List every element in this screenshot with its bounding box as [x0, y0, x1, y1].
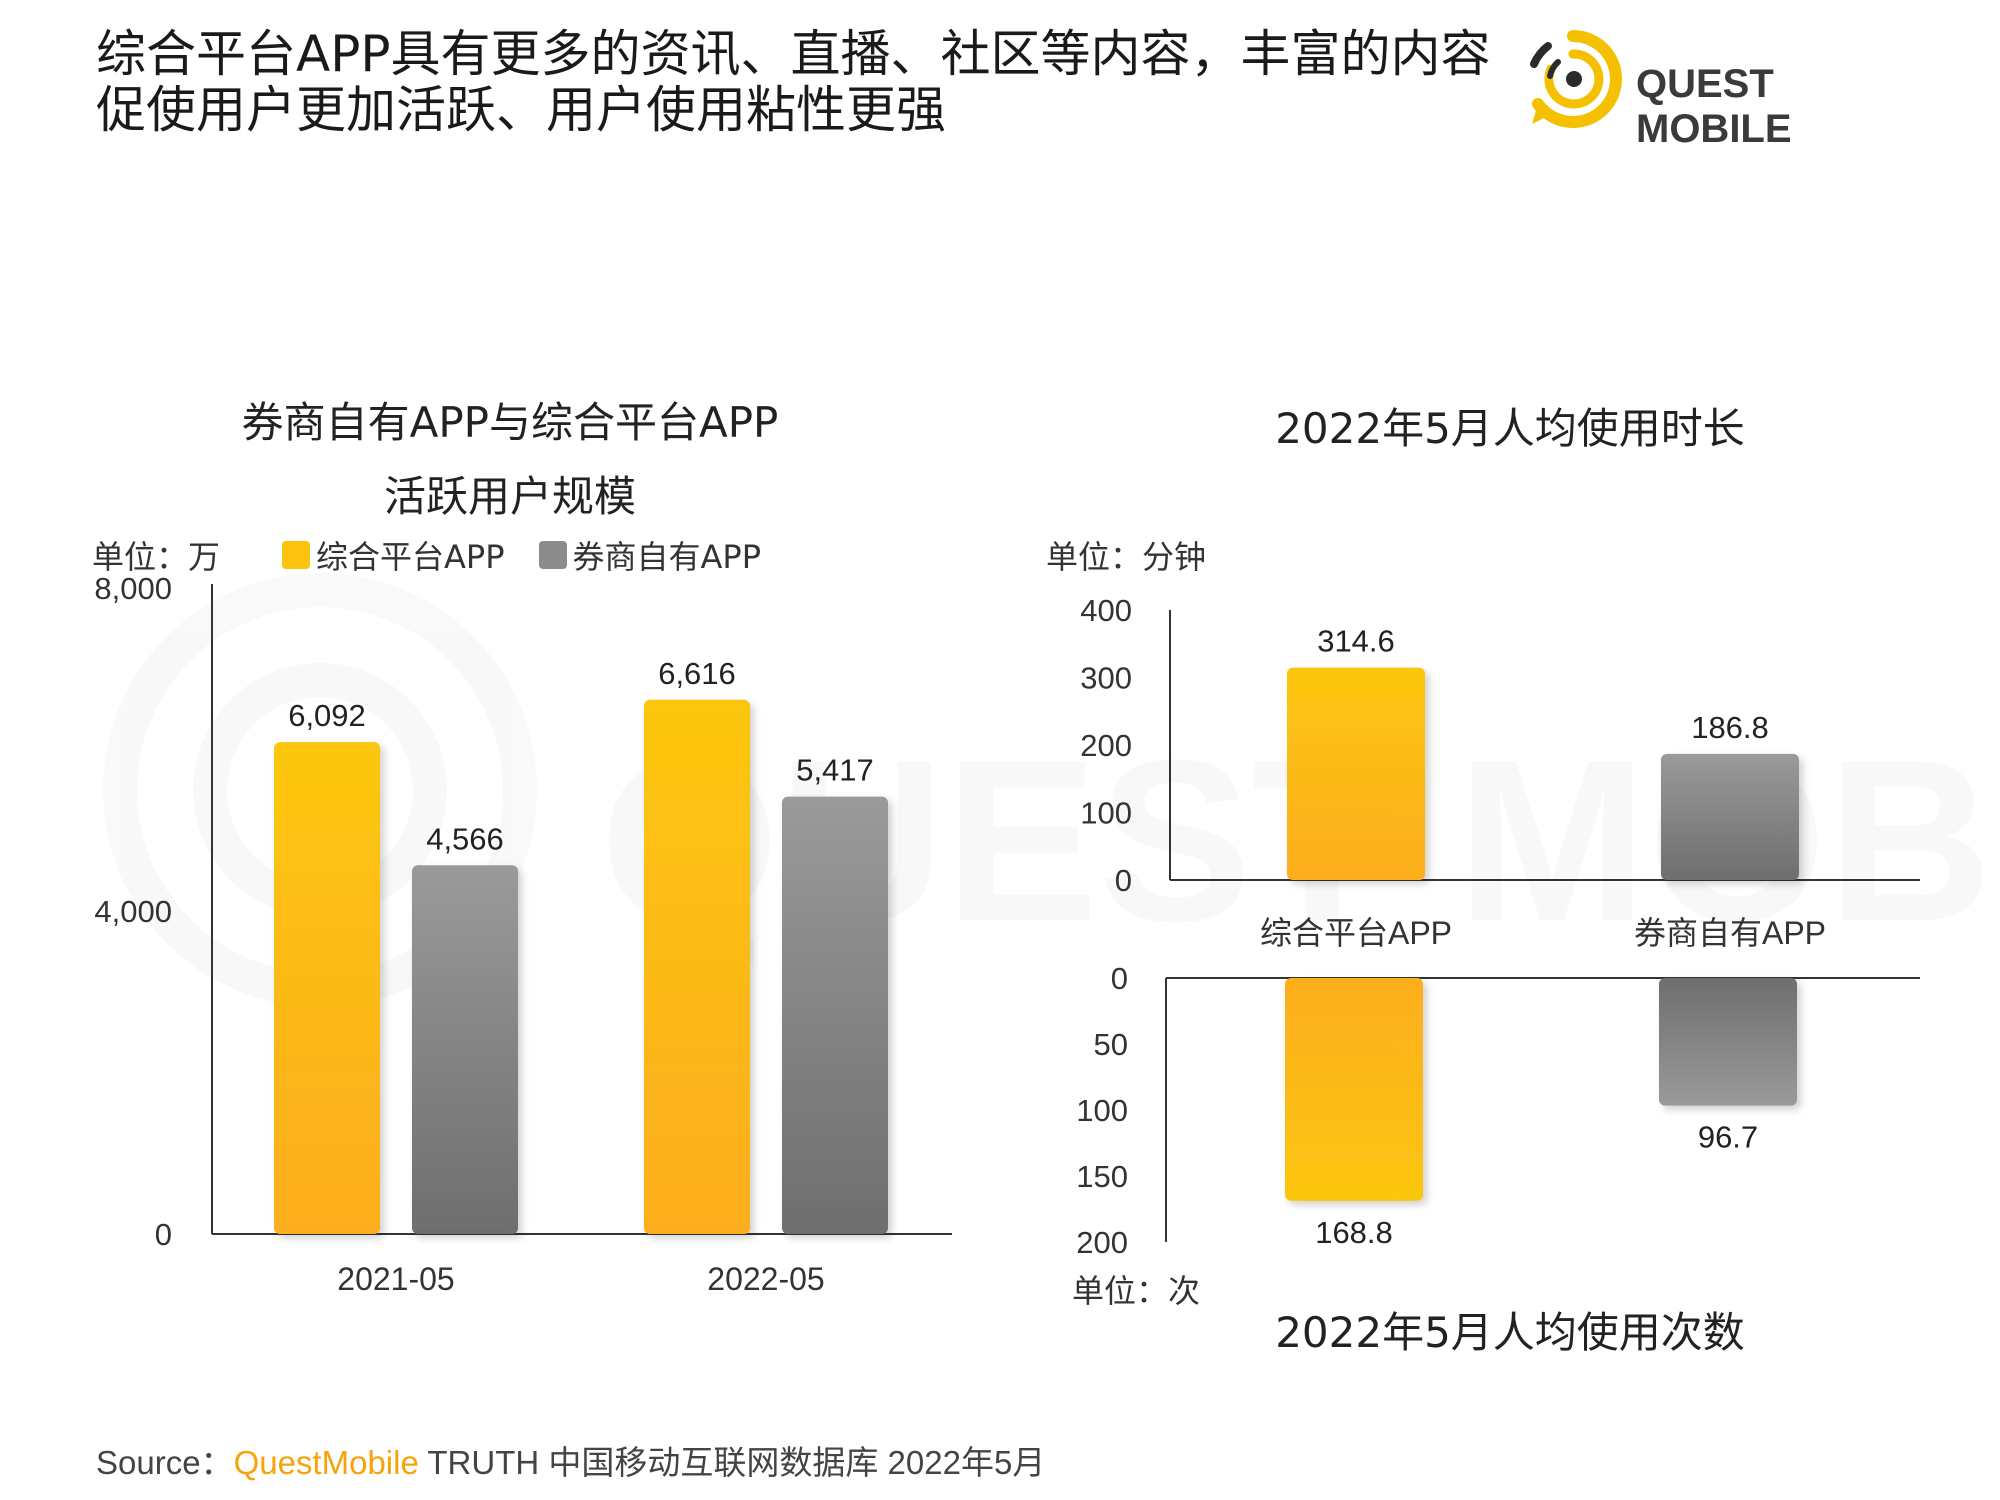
left-bar-platform [644, 699, 750, 1234]
bottom-right-y-tick-label: 100 [1076, 1093, 1128, 1128]
bottom-right-bar-broker [1659, 978, 1797, 1106]
legend: 综合平台APP 券商自有APP [282, 532, 795, 578]
left-bar-value-label: 6,616 [658, 656, 736, 691]
source-rest: TRUTH 中国移动互联网数据库 2022年5月 [418, 1444, 1046, 1481]
bottom-right-bar-value-label: 168.8 [1315, 1215, 1393, 1250]
bottom-right-y-tick-label: 0 [1111, 961, 1128, 996]
bottom-right-chart-title: 2022年5月人均使用次数 [1275, 1308, 1745, 1357]
bottom-right-bar-platform [1285, 978, 1423, 1201]
top-right-bar-value-label: 186.8 [1691, 710, 1769, 745]
left-bar-platform [274, 742, 380, 1234]
bottom-right-unit-label: 单位：次 [1072, 1272, 1201, 1310]
left-unit-label: 单位：万 [92, 538, 221, 576]
bottom-right-y-tick-label: 200 [1076, 1225, 1128, 1260]
left-bar-broker [412, 865, 518, 1234]
left-x-tick-label: 2021-05 [337, 1261, 454, 1297]
top-right-y-tick-label: 200 [1080, 728, 1132, 763]
top-right-bar-platform [1287, 667, 1425, 880]
legend-item-broker: 券商自有APP [538, 532, 762, 578]
top-right-y-tick-label: 0 [1115, 863, 1132, 898]
legend-item-platform: 综合平台APP [282, 532, 505, 578]
top-right-bar-broker [1661, 753, 1799, 880]
category-label: 券商自有APP [1634, 915, 1826, 951]
left-y-tick-label: 4,000 [94, 894, 172, 929]
top-right-y-tick-label: 100 [1080, 796, 1132, 831]
legend-label-platform: 综合平台APP [316, 538, 505, 576]
questmobile-logo-icon [1530, 30, 1622, 128]
left-chart-title: 券商自有APP与综合平台APP 活跃用户规模 [160, 386, 860, 534]
source-line: Source：QuestMobile TRUTH 中国移动互联网数据库 2022… [96, 1436, 1045, 1484]
left-bar-value-label: 4,566 [426, 821, 504, 856]
top-right-unit-label: 单位：分钟 [1046, 538, 1207, 576]
top-right-y-tick-label: 300 [1080, 661, 1132, 696]
category-label: 综合平台APP [1260, 915, 1452, 951]
source-prefix: Source： [96, 1444, 234, 1481]
left-bar-broker [782, 796, 888, 1234]
questmobile-logo: QUEST MOBILE [1518, 24, 1938, 151]
source-brand: QuestMobile [233, 1444, 419, 1481]
bottom-right-y-tick-label: 150 [1076, 1159, 1128, 1194]
left-bar-value-label: 5,417 [796, 753, 874, 788]
top-right-chart-title: 2022年5月人均使用时长 [1275, 404, 1745, 453]
top-right-y-tick-label: 400 [1080, 593, 1132, 628]
left-x-tick-label: 2022-05 [707, 1261, 824, 1297]
bottom-right-bar-value-label: 96.7 [1698, 1120, 1758, 1155]
top-right-bar-value-label: 314.6 [1317, 624, 1395, 659]
left-bar-value-label: 6,092 [288, 698, 366, 733]
legend-label-broker: 券商自有APP [572, 538, 762, 576]
left-y-tick-label: 0 [155, 1217, 172, 1252]
legend-swatch-platform [282, 541, 310, 569]
left-y-tick-label: 8,000 [94, 571, 172, 606]
left-chart-title-line2: 活跃用户规模 [383, 472, 636, 521]
page-headline: 综合平台APP具有更多的资讯、直播、社区等内容，丰富的内容促使用户更加活跃、用户… [96, 25, 1491, 139]
bottom-right-y-tick-label: 50 [1094, 1027, 1128, 1062]
legend-swatch-broker [538, 541, 567, 569]
left-chart-title-line1: 券商自有APP与综合平台APP [241, 398, 779, 447]
logo-text: QUEST MOBILE [1636, 62, 1792, 151]
